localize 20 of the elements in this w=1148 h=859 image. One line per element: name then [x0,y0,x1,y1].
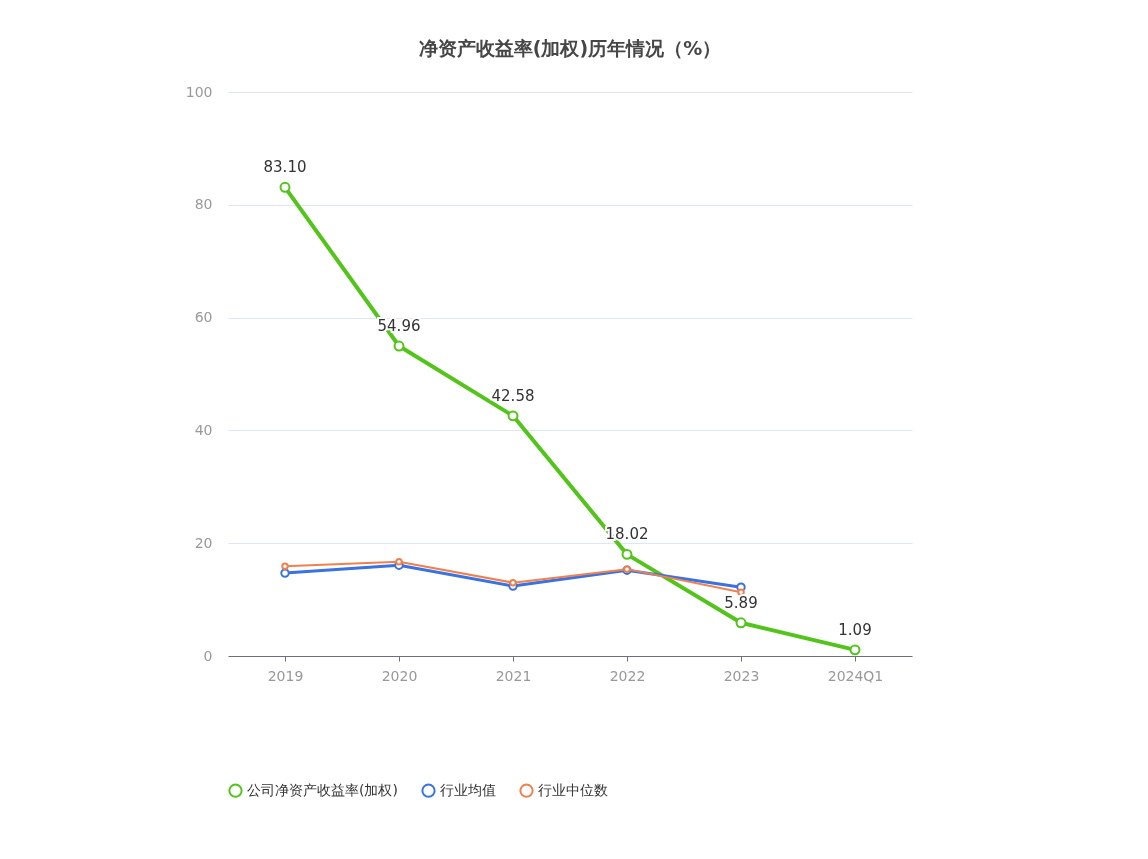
data-label: 5.89 [724,593,758,612]
legend-label: 行业中位数 [538,781,608,798]
x-tick-label: 2023 [723,667,760,684]
y-tick-label: 20 [194,534,213,551]
legend-label: 行业均值 [440,781,496,798]
y-tick-label: 40 [194,421,213,438]
x-tick-label: 2024Q1 [827,667,884,684]
x-tick-label: 2021 [495,667,532,684]
y-tick-label: 60 [194,309,213,326]
y-tick-label: 80 [194,196,213,213]
legend-label: 公司净资产收益率(加权) [247,781,398,798]
x-tick-label: 2022 [609,667,646,684]
data-label: 1.09 [838,620,872,639]
x-tick-label: 2019 [267,667,304,684]
y-tick-label: 0 [203,647,213,664]
data-label: 42.58 [491,386,535,405]
data-label: 83.10 [263,158,307,177]
chart-title: 净资产收益率(加权)历年情况（%） [418,37,722,59]
x-tick-label: 2020 [381,667,418,684]
y-tick-label: 100 [185,83,213,100]
